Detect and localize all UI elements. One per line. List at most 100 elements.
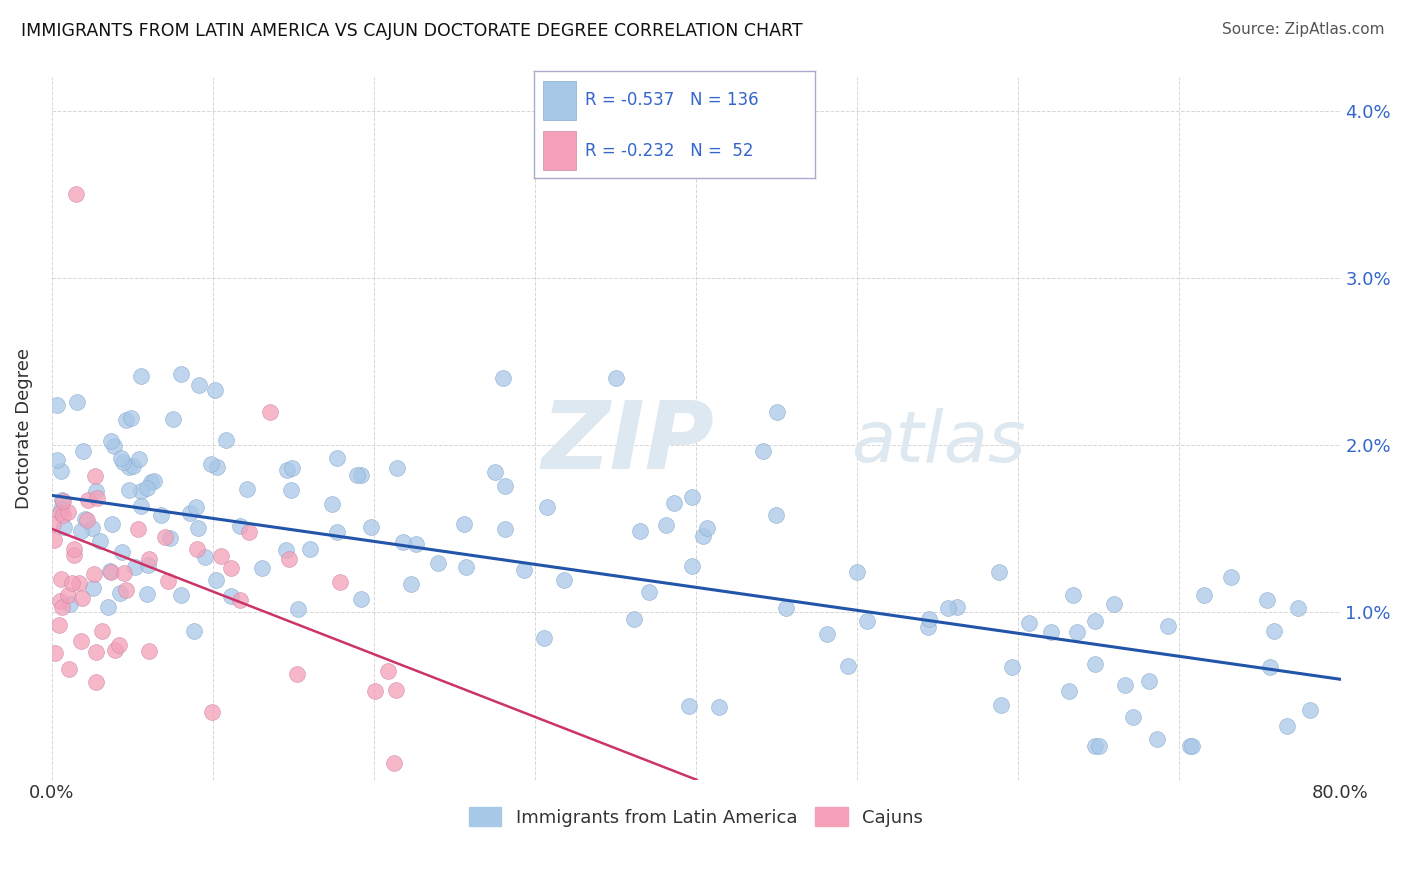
Point — [350, 591, 373, 606]
Point — [194, 549, 217, 564]
Point — [129, 368, 152, 383]
Point — [188, 378, 211, 392]
Point — [110, 586, 132, 600]
Point — [58, 505, 80, 519]
Point — [122, 459, 145, 474]
Point — [681, 490, 703, 504]
Point — [51, 493, 73, 508]
Point — [80, 521, 103, 535]
Point — [49, 464, 72, 478]
Point — [285, 667, 308, 681]
Point — [364, 684, 387, 698]
Point — [141, 475, 163, 489]
Point — [453, 516, 475, 531]
Point — [1062, 588, 1084, 602]
Point — [52, 508, 75, 523]
Point — [229, 592, 252, 607]
Point — [170, 588, 193, 602]
Point — [215, 434, 238, 448]
Point — [936, 601, 959, 615]
Point — [494, 522, 516, 536]
Point — [62, 542, 84, 557]
Point — [456, 560, 478, 574]
Point — [136, 587, 159, 601]
Point — [183, 624, 205, 639]
Point — [86, 491, 108, 505]
Point — [44, 646, 66, 660]
Point — [495, 478, 517, 492]
Point — [76, 513, 98, 527]
Point — [553, 573, 575, 587]
Point — [329, 575, 352, 590]
Point — [115, 412, 138, 426]
Point — [97, 600, 120, 615]
Point — [170, 368, 193, 382]
Text: R = -0.232   N =  52: R = -0.232 N = 52 — [585, 142, 754, 160]
Point — [75, 512, 97, 526]
Point — [63, 548, 86, 562]
Point — [1263, 624, 1285, 639]
Point — [42, 516, 65, 531]
Point — [321, 497, 343, 511]
Text: atlas: atlas — [851, 408, 1025, 477]
Point — [89, 534, 111, 549]
Point — [1146, 732, 1168, 747]
Point — [392, 534, 415, 549]
Point — [159, 532, 181, 546]
Point — [48, 617, 70, 632]
Point — [1299, 703, 1322, 717]
Point — [229, 519, 252, 533]
Point — [179, 506, 201, 520]
Point — [118, 459, 141, 474]
Point — [377, 664, 399, 678]
Point — [186, 541, 208, 556]
Point — [1180, 739, 1202, 753]
Point — [155, 530, 177, 544]
Point — [1275, 718, 1298, 732]
Point — [207, 459, 229, 474]
Point — [917, 620, 939, 634]
Point — [1104, 598, 1126, 612]
Point — [1088, 739, 1111, 754]
Point — [136, 481, 159, 495]
Point — [49, 506, 72, 520]
Point — [187, 520, 209, 534]
Point — [201, 705, 224, 719]
Point — [200, 458, 222, 472]
Point — [118, 483, 141, 497]
Text: Source: ZipAtlas.com: Source: ZipAtlas.com — [1222, 22, 1385, 37]
Point — [138, 552, 160, 566]
Point — [45, 398, 67, 412]
Point — [533, 631, 555, 645]
Point — [131, 484, 153, 499]
Point — [238, 524, 260, 539]
Point — [385, 461, 408, 475]
Point — [382, 756, 405, 770]
Point — [1066, 624, 1088, 639]
Point — [1083, 739, 1105, 754]
Point — [1084, 614, 1107, 628]
Point — [1057, 684, 1080, 698]
Point — [156, 574, 179, 589]
Point — [1258, 660, 1281, 674]
Point — [605, 371, 627, 385]
Point — [492, 371, 515, 385]
Point — [276, 463, 298, 477]
Point — [221, 561, 243, 575]
Point — [681, 559, 703, 574]
Point — [536, 500, 558, 514]
Point — [281, 461, 304, 475]
Point — [837, 658, 859, 673]
Point — [59, 597, 82, 611]
Point — [120, 411, 142, 425]
Point — [623, 612, 645, 626]
Point — [1001, 659, 1024, 673]
Point — [51, 501, 73, 516]
Point — [484, 465, 506, 479]
Point — [108, 638, 131, 652]
Point — [678, 698, 700, 713]
Point — [276, 542, 298, 557]
Point — [219, 589, 242, 603]
Legend: Immigrants from Latin America, Cajuns: Immigrants from Latin America, Cajuns — [461, 800, 931, 834]
Point — [815, 627, 838, 641]
